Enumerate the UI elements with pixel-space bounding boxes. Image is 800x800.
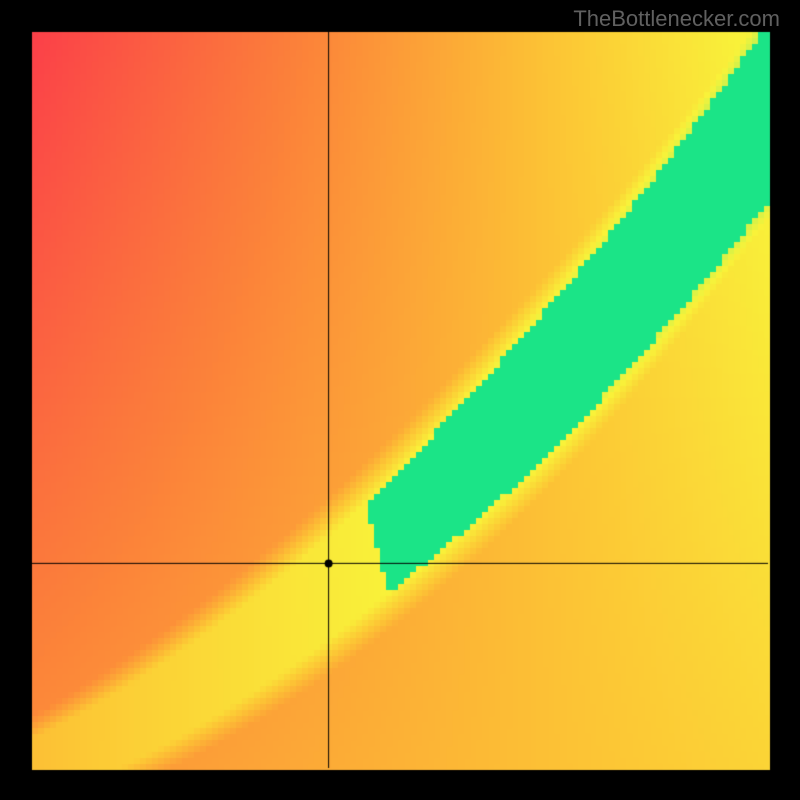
watermark-label: TheBottlenecker.com bbox=[573, 6, 780, 32]
heatmap-canvas bbox=[0, 0, 800, 800]
bottleneck-heatmap-chart: TheBottlenecker.com bbox=[0, 0, 800, 800]
